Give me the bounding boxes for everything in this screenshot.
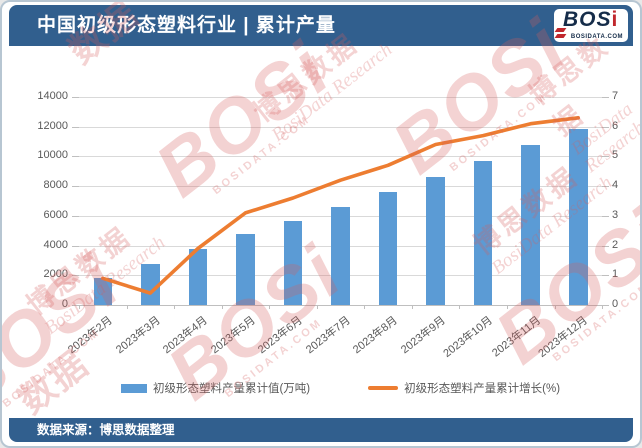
axis-tick [602,186,609,188]
legend-item-bar: 初级形态塑料产量累计值(万吨) [120,380,311,396]
y-axis-label-left: 8000 [43,179,68,192]
footer-bar: 数据来源：博思数据整理 [9,418,633,442]
x-axis-label: 2023年2月 [66,314,116,357]
x-axis-label: 2023年5月 [208,314,258,357]
axis-tick [411,305,413,309]
axis-tick [602,275,609,277]
x-axis-label: 2023年11月 [489,314,543,360]
bar-series-swatch-icon [120,383,147,393]
bar [93,277,112,305]
y-axis-label-right: 0 [612,298,619,310]
y-axis-label-right: 4 [612,179,619,192]
data-source-note: 数据来源：博思数据整理 [37,423,175,437]
axis-tick [269,305,271,309]
logo-text: BOSi [563,9,619,31]
y-axis-label-right: 3 [612,208,619,221]
axis-tick [602,305,603,309]
axis-tick [72,97,79,98]
y-axis-label-right: 7 [612,90,619,102]
axis-tick [72,186,79,188]
y-axis-label-right: 6 [612,119,619,132]
axis-tick [554,305,556,309]
y-axis-label-right: 2 [612,238,619,251]
y-axis-label-right: 1 [612,268,619,281]
axis-tick [602,97,609,98]
x-axis-label: 2023年8月 [351,314,401,357]
logo-subtext: BOSIDATA.COM [570,34,623,40]
axis-tick [316,305,318,309]
bar [188,249,208,305]
axis-tick [602,126,609,128]
x-axis-label: 2023年12月 [536,314,591,360]
bar [426,176,445,305]
y-axis-label-left: 4000 [43,238,68,251]
y-axis-label-left: 14000 [37,90,68,102]
bar [521,144,540,305]
bar [283,220,303,305]
y-axis-label-left: 2000 [43,268,68,281]
axis-tick [174,305,176,309]
axis-tick [602,245,609,247]
x-axis-label: 2023年3月 [113,314,163,357]
bar [473,160,493,305]
x-axis-label: 2023年7月 [303,314,353,357]
axis-tick [72,245,79,247]
header-bar: 中国初级形态塑料行业 | 累计产量 BOSi BOSIDATA.COM [9,5,633,46]
axis-tick [72,215,79,217]
bar [569,128,588,305]
bar [331,206,350,305]
gridline [79,305,602,306]
axis-tick [364,305,366,309]
axis-tick [459,305,461,309]
gridline [79,97,602,98]
line-series-swatch-icon [368,386,399,390]
x-axis-label: 2023年10月 [441,314,496,360]
y-axis-label-right: 5 [612,149,619,162]
page-title: 中国初级形态塑料行业 | 累计产量 [37,15,336,36]
logo-chevron-icon [554,34,567,38]
bar [236,234,255,305]
x-axis-label: 2023年4月 [161,314,211,357]
axis-tick [72,126,79,128]
axis-tick [126,305,128,309]
legend-item-line: 初级形态塑料产量累计增长(%) [368,380,560,396]
legend-label: 初级形态塑料产量累计增长(%) [404,383,561,395]
y-axis-label-left: 12000 [37,119,68,132]
axis-tick [506,305,508,309]
x-axis-label: 2023年6月 [256,314,306,357]
legend-label: 初级形态塑料产量累计值(万吨) [152,383,311,395]
bar [378,191,398,305]
y-axis-label-left: 10000 [37,149,68,162]
axis-tick [72,305,79,306]
y-axis-label-left: 6000 [43,208,68,221]
axis-tick [221,305,223,309]
axis-tick [72,275,79,277]
y-axis-label-left: 0 [61,298,68,310]
axis-tick [602,305,609,306]
axis-tick [602,215,609,217]
axis-tick [72,156,79,158]
gridline [79,126,602,128]
bosi-logo: BOSi BOSIDATA.COM [554,9,628,42]
chart-legend: 初级形态塑料产量累计值(万吨) 初级形态塑料产量累计增长(%) [79,379,602,397]
axis-tick [602,156,609,158]
axis-tick [79,305,80,309]
bar [141,264,160,305]
